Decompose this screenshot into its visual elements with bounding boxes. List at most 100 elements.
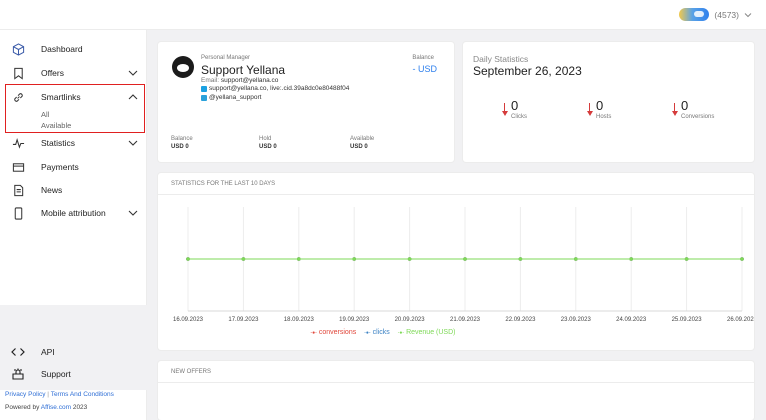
manager-email-row: Email: support@yellana.co bbox=[201, 77, 278, 84]
affise-link[interactable]: Affise.com bbox=[40, 404, 72, 411]
new-offers-card: NEW OFFERS bbox=[158, 361, 754, 420]
data-point[interactable] bbox=[518, 257, 523, 261]
sidebar-item-payments[interactable]: Payments bbox=[0, 156, 147, 178]
sidebar-item-support[interactable]: Support bbox=[0, 363, 147, 385]
smartlinks-highlight-box bbox=[5, 84, 145, 133]
sidebar-item-label: Support bbox=[41, 369, 71, 379]
cube-icon bbox=[11, 42, 25, 56]
sidebar-item-label: Offers bbox=[41, 68, 64, 78]
sidebar-item-offers[interactable]: Offers bbox=[0, 62, 147, 84]
data-point[interactable] bbox=[740, 257, 744, 261]
conversions-label: Conversions bbox=[681, 114, 715, 120]
manager-skype[interactable]: support@yellana.co, live:.cid.39a8dc0e80… bbox=[209, 85, 350, 92]
x-tick-label: 17.09.2023 bbox=[228, 317, 259, 323]
available-label: Available bbox=[350, 136, 375, 142]
bottom-balance-value: USD 0 bbox=[171, 144, 189, 150]
legend-item[interactable]: -●- Revenue (USD) bbox=[398, 329, 456, 336]
manager-telegram-row: @yellana_support bbox=[201, 94, 262, 101]
terms-link[interactable]: Terms And Conditions bbox=[50, 391, 114, 398]
conversions-value: 0 bbox=[681, 98, 689, 113]
clicks-label: Clicks bbox=[511, 114, 527, 120]
sidebar-item-dashboard[interactable]: Dashboard bbox=[0, 38, 147, 60]
email-label: Email: bbox=[201, 77, 220, 84]
new-offers-title: NEW OFFERS bbox=[158, 361, 754, 383]
sidebar-subitem-all[interactable]: All bbox=[41, 110, 50, 119]
sidebar-item-news[interactable]: News bbox=[0, 179, 147, 201]
top-bar: (4573) bbox=[0, 0, 766, 30]
stats-chart-title: STATISTICS FOR THE LAST 10 DAYS bbox=[158, 173, 754, 195]
manager-email[interactable]: support@yellana.co bbox=[220, 77, 279, 84]
x-tick-label: 22.09.2023 bbox=[505, 317, 536, 323]
legend-item[interactable]: -●- clicks bbox=[364, 329, 389, 336]
daily-stats-card: Daily Statistics September 26, 2023 0 Cl… bbox=[463, 42, 754, 162]
balance-label: Balance bbox=[412, 55, 434, 61]
x-tick-label: 20.09.2023 bbox=[395, 317, 426, 323]
chevron-up-icon bbox=[128, 94, 138, 100]
data-point[interactable] bbox=[352, 257, 356, 261]
down-arrow-head bbox=[672, 111, 678, 116]
bookmark-icon bbox=[11, 66, 25, 80]
legend-label: clicks bbox=[372, 329, 390, 336]
hold-value: USD 0 bbox=[259, 144, 277, 150]
hosts-value: 0 bbox=[596, 98, 604, 113]
support-icon bbox=[11, 367, 25, 381]
daily-stats-title: Daily Statistics bbox=[473, 54, 529, 64]
hold-label: Hold bbox=[259, 136, 272, 142]
down-arrow-head bbox=[502, 111, 508, 116]
privacy-link[interactable]: Privacy Policy bbox=[5, 391, 46, 398]
sidebar-item-label: Smartlinks bbox=[41, 92, 81, 102]
x-tick-label: 16.09.2023 bbox=[173, 317, 204, 323]
sidebar-subitem-available[interactable]: Available bbox=[41, 121, 72, 130]
manager-telegram[interactable]: @yellana_support bbox=[209, 94, 262, 101]
user-menu[interactable]: (4573) bbox=[679, 8, 752, 21]
sidebar-item-statistics[interactable]: Statistics bbox=[0, 132, 147, 154]
data-point[interactable] bbox=[407, 257, 412, 261]
x-tick-label: 26.09.2023 bbox=[727, 317, 754, 323]
bottom-balance-label: Balance bbox=[171, 136, 193, 142]
data-point[interactable] bbox=[684, 257, 689, 261]
stat-conversions: 0 Conversions bbox=[672, 98, 742, 128]
pulse-icon bbox=[11, 136, 25, 150]
stats-chart-card: STATISTICS FOR THE LAST 10 DAYS 16.09.20… bbox=[158, 173, 754, 350]
chevron-down-icon bbox=[128, 140, 138, 146]
clicks-value: 0 bbox=[511, 98, 519, 113]
phone-icon bbox=[11, 206, 25, 220]
available-value: USD 0 bbox=[350, 144, 368, 150]
link-icon bbox=[11, 90, 25, 104]
daily-stats-date: September 26, 2023 bbox=[473, 64, 582, 78]
sidebar-item-api[interactable]: API bbox=[0, 341, 147, 363]
data-point[interactable] bbox=[297, 257, 301, 261]
sidebar-item-label: Dashboard bbox=[41, 44, 83, 54]
manager-logo bbox=[172, 56, 194, 78]
data-point[interactable] bbox=[463, 257, 467, 261]
legend-marker: -●- bbox=[310, 329, 317, 336]
skype-icon bbox=[201, 85, 207, 92]
legend-item[interactable]: -●- conversions bbox=[311, 329, 357, 336]
x-tick-label: 21.09.2023 bbox=[450, 317, 481, 323]
x-tick-label: 24.09.2023 bbox=[616, 317, 647, 323]
footer-links: Privacy Policy | Terms And Conditions bbox=[5, 391, 114, 398]
chevron-down-icon bbox=[128, 210, 138, 216]
legend-marker: -●- bbox=[397, 329, 405, 336]
sidebar-item-label: API bbox=[41, 347, 55, 357]
data-point[interactable] bbox=[186, 257, 190, 261]
x-tick-label: 18.09.2023 bbox=[284, 317, 315, 323]
data-point[interactable] bbox=[629, 257, 633, 261]
sidebar-item-label: News bbox=[41, 185, 63, 195]
stat-clicks: 0 Clicks bbox=[502, 98, 562, 128]
avatar bbox=[679, 8, 710, 21]
data-point[interactable] bbox=[574, 257, 578, 261]
sidebar-item-mobile-attribution[interactable]: Mobile attribution bbox=[0, 202, 147, 224]
sidebar-item-label: Statistics bbox=[41, 138, 76, 148]
powered-by: Powered by Affise.com 2023 bbox=[5, 404, 87, 411]
down-arrow-icon bbox=[589, 103, 590, 112]
stat-hosts: 0 Hosts bbox=[587, 98, 647, 128]
x-tick-label: 25.09.2023 bbox=[672, 317, 703, 323]
code-icon bbox=[11, 345, 25, 359]
data-point[interactable] bbox=[241, 257, 246, 261]
chart-legend: -●- conversions -●- clicks -●- Revenue (USD) bbox=[0, 329, 766, 336]
powered-prefix: Powered by bbox=[5, 404, 40, 411]
manager-card: Personal Manager Support Yellana Email: … bbox=[158, 42, 454, 162]
manager-skype-row: support@yellana.co, live:.cid.39a8dc0e80… bbox=[201, 85, 349, 92]
sidebar-item-smartlinks[interactable]: Smartlinks bbox=[0, 86, 147, 108]
